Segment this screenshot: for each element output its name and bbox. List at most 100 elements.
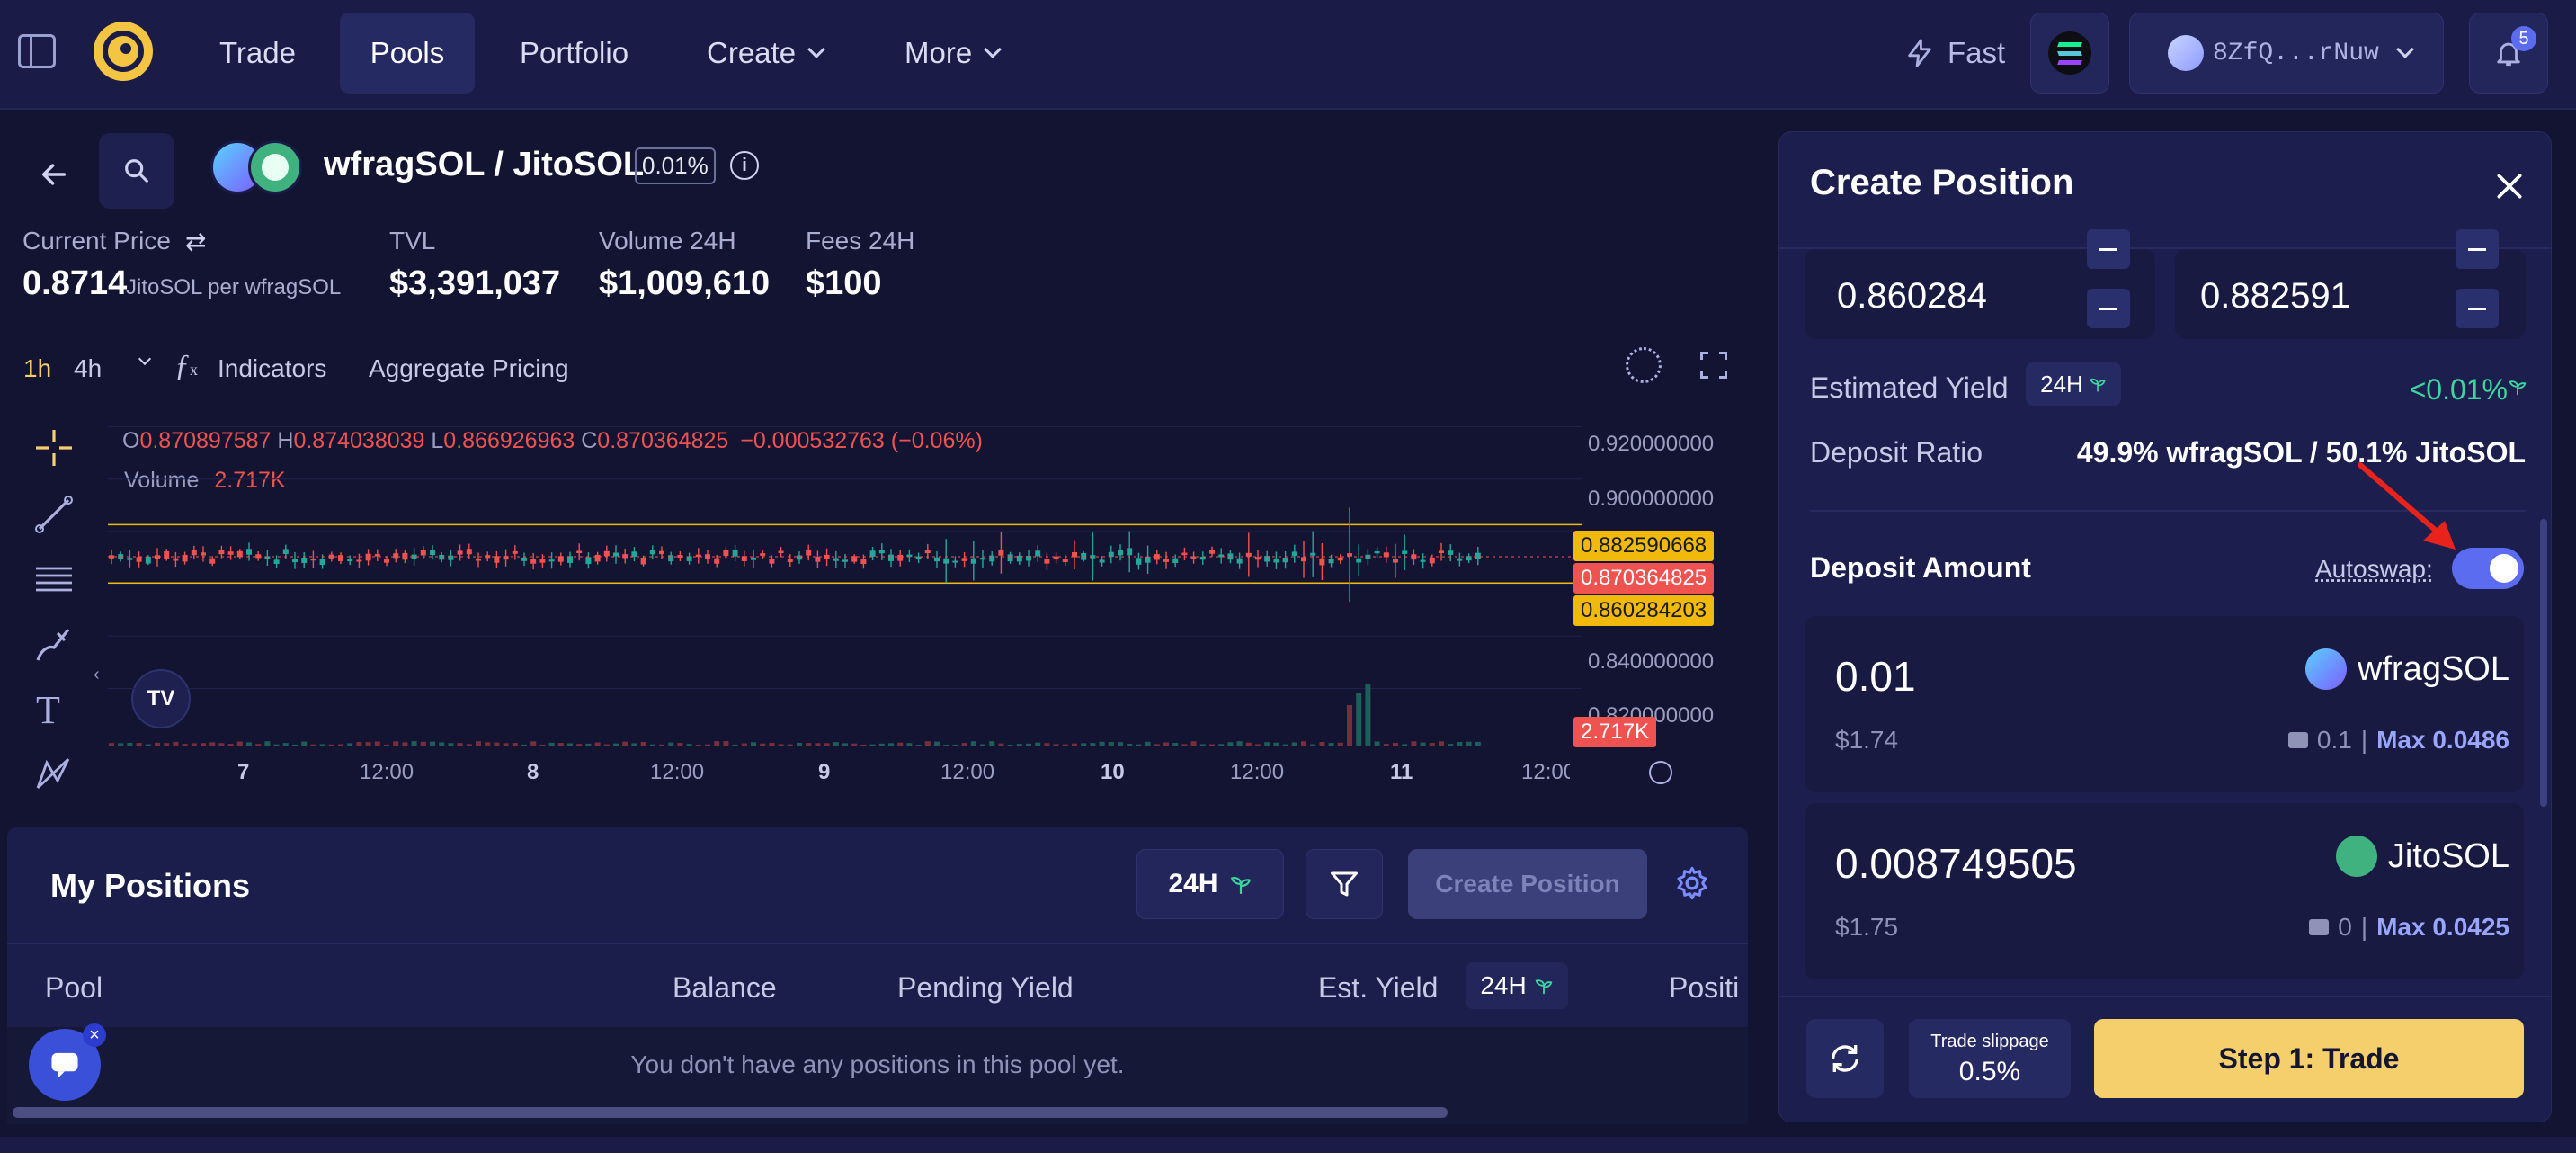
back-button[interactable]	[29, 149, 79, 200]
candle-body	[869, 550, 876, 557]
volume-bar	[705, 744, 710, 746]
aggregate-pricing-button[interactable]: Aggregate Pricing	[369, 354, 569, 382]
fast-mode-button[interactable]: Fast	[1885, 13, 2025, 94]
candle-body	[760, 553, 766, 556]
max-price-increment[interactable]	[2456, 229, 2499, 269]
price-chart[interactable]	[108, 414, 1582, 755]
network-selector[interactable]	[2030, 13, 2109, 94]
search-button[interactable]	[99, 133, 174, 209]
volume-bar	[797, 742, 802, 746]
candle-body	[1439, 550, 1444, 553]
timeframe-1h[interactable]: 1h	[23, 354, 52, 382]
filter-button[interactable]	[1306, 849, 1383, 919]
token-b-max-button[interactable]: Max 0.0425	[2376, 913, 2509, 941]
sprout-icon	[2090, 378, 2106, 392]
info-icon[interactable]: i	[730, 151, 759, 180]
nav-more[interactable]: More	[885, 13, 1019, 94]
est-yield-period-badge[interactable]: 24H	[1466, 962, 1568, 1009]
candle-body	[659, 550, 664, 555]
autoswap-toggle[interactable]	[2452, 548, 2524, 589]
fullscreen-icon[interactable]	[1698, 349, 1730, 381]
app-logo[interactable]	[94, 22, 153, 81]
min-price-increment[interactable]	[2087, 229, 2130, 269]
candle-body	[374, 554, 380, 557]
token-a-max-button[interactable]: Max 0.0486	[2376, 726, 2509, 754]
nav-portfolio[interactable]: Portfolio	[500, 13, 648, 94]
min-price-input[interactable]: 0.860284	[1805, 229, 2155, 339]
volume-bar	[1145, 741, 1151, 746]
notifications-button[interactable]: 5	[2469, 13, 2548, 94]
nav-trade[interactable]: Trade	[200, 13, 316, 94]
candle-body	[806, 550, 812, 556]
timeframe-4h[interactable]: 4h	[74, 354, 103, 382]
candle-body	[328, 554, 334, 559]
swap-price-icon[interactable]: ⇄	[185, 228, 207, 255]
sidebar-toggle-icon[interactable]	[18, 34, 56, 68]
positions-settings-icon[interactable]	[1674, 865, 1710, 901]
create-position-button[interactable]: Create Position	[1408, 849, 1647, 919]
pattern-tool-icon[interactable]	[32, 752, 76, 795]
slippage-button[interactable]: Trade slippage 0.5%	[1909, 1019, 2071, 1098]
volume-bar	[594, 742, 601, 746]
tradingview-logo[interactable]: TV	[131, 669, 191, 728]
max-price-decrement[interactable]	[2456, 289, 2499, 328]
candle-body	[282, 549, 289, 554]
indicators-button[interactable]: Indicators	[218, 354, 327, 382]
candle-body	[1273, 558, 1279, 563]
fib-tool-icon[interactable]	[32, 558, 76, 601]
deposit-ratio-value: 49.9% wfragSOL / 50.1% JitoSOL	[2076, 436, 2526, 469]
sprout-icon	[1230, 877, 1251, 894]
estimated-yield-period-badge[interactable]: 24H	[2026, 362, 2121, 406]
chat-close-icon[interactable]: ×	[83, 1023, 106, 1047]
volume-bar	[347, 743, 353, 746]
chevron-down-icon[interactable]	[138, 352, 152, 366]
ohlc-open: 0.870897587	[139, 428, 272, 453]
volume-bar	[732, 744, 738, 746]
volume-bar	[833, 742, 839, 746]
token-b-amount[interactable]: 0.008749505	[1835, 840, 2077, 887]
bell-icon	[2497, 42, 2520, 67]
volume-bar	[1337, 742, 1343, 746]
ohlc-high: 0.874038039	[293, 428, 425, 453]
token-a-selector[interactable]: wfragSOL	[2276, 648, 2509, 690]
min-price-decrement[interactable]	[2087, 289, 2130, 328]
volume-bar	[1044, 743, 1050, 746]
candle-body	[915, 556, 922, 560]
autoswap-label: Autoswap:	[2315, 555, 2433, 583]
wallet-button[interactable]: 8ZfQ...rNuw	[2129, 13, 2444, 94]
max-price-input[interactable]: 0.882591	[2175, 229, 2526, 339]
token-a-card[interactable]: 0.01 $1.74 wfragSOL 0.1 | Max 0.0486	[1805, 616, 2524, 792]
chart-settings-small-icon[interactable]	[1649, 761, 1672, 784]
chart-settings-icon[interactable]	[1626, 347, 1662, 383]
candle-body	[878, 550, 885, 554]
chat-widget-button[interactable]	[29, 1029, 101, 1101]
candle-body	[246, 549, 252, 555]
candle-body	[778, 550, 784, 554]
nav-pools[interactable]: Pools	[340, 13, 475, 94]
positions-period-button[interactable]: 24H	[1136, 849, 1284, 919]
deposit-amount-label: Deposit Amount	[1810, 551, 2031, 584]
close-icon[interactable]	[2491, 168, 2527, 204]
trendline-tool-icon[interactable]	[32, 493, 76, 536]
token-a-amount[interactable]: 0.01	[1835, 653, 1916, 700]
text-tool-icon[interactable]: T	[36, 688, 60, 732]
token-b-selector[interactable]: JitoSOL	[2276, 836, 2509, 877]
refresh-button[interactable]	[1806, 1019, 1884, 1098]
arrow-left-icon	[41, 164, 67, 185]
nav-create[interactable]: Create	[687, 13, 842, 94]
token-b-card[interactable]: 0.008749505 $1.75 JitoSOL 0 | Max 0.0425	[1805, 803, 2524, 979]
crosshair-tool-icon[interactable]	[32, 426, 76, 469]
candle-body	[1062, 559, 1068, 563]
collapse-tools-icon[interactable]: ‹	[94, 665, 100, 684]
volume-bar	[1007, 744, 1013, 746]
panel-scrollbar[interactable]	[2540, 519, 2547, 807]
tvl-value: $3,391,037	[389, 264, 561, 302]
volume-value: $1,009,610	[599, 264, 771, 302]
brush-tool-icon[interactable]	[32, 622, 76, 666]
step-trade-button[interactable]: Step 1: Trade	[2094, 1019, 2524, 1098]
candle-body	[613, 552, 619, 557]
candle-body	[585, 557, 592, 565]
volume-bar	[1136, 744, 1142, 746]
horizontal-scrollbar[interactable]	[13, 1107, 1448, 1118]
volume-bar	[328, 744, 334, 746]
